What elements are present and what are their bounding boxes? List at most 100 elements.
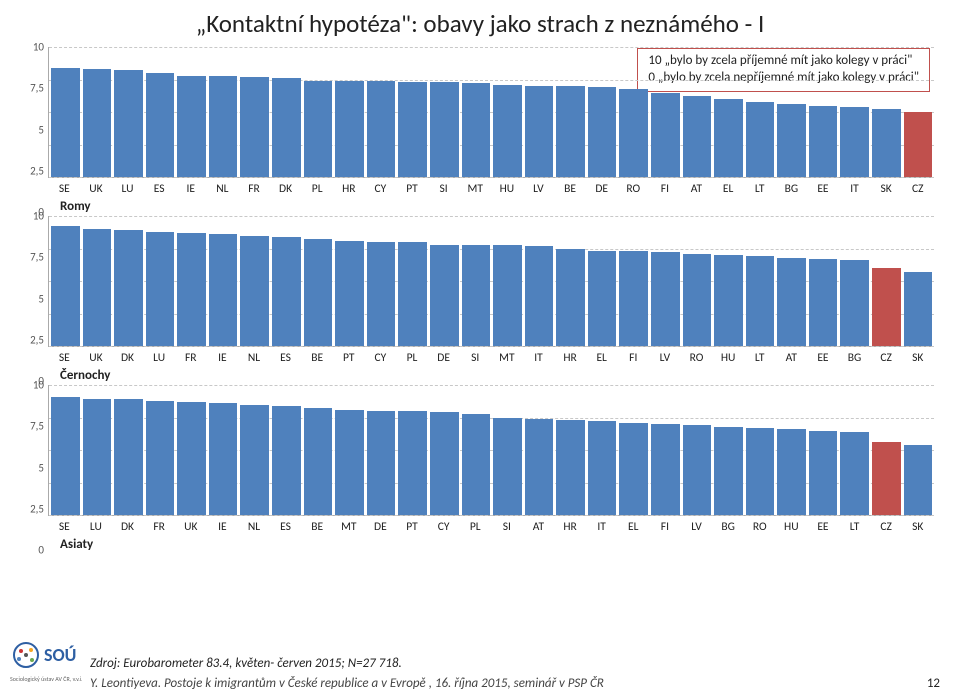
slide: „Kontaktní hypotéza": obavy jako strach …: [0, 0, 960, 697]
x-axis-label-NL: NL: [240, 351, 269, 371]
y-axis-label: 2,5: [20, 164, 44, 177]
x-axis-label-HU: HU: [714, 351, 743, 371]
x-axis-label-CY: CY: [366, 182, 395, 202]
bar-chart-asiaty: 02,557,510SELUDKFRUKIENLESBEMTDEPTCYPLSI…: [20, 379, 940, 544]
bars-row: [49, 216, 934, 346]
bar-FR: [177, 233, 206, 346]
bar-BG: [714, 427, 743, 515]
bar-CZ: [904, 112, 933, 177]
sou-logo: SOÚ Sociologický ústav AV ČR, v.v.i.: [10, 641, 82, 693]
y-axis-label: 7,5: [20, 420, 44, 433]
bar-chart-romy: 02,557,510SEUKLUESIENLFRDKPLHRCYPTSIMTHU…: [20, 41, 940, 206]
x-axis-label-DK: DK: [113, 351, 142, 371]
x-axis-label-IT: IT: [587, 520, 616, 540]
page-number: 12: [927, 676, 940, 691]
bar-AT: [777, 258, 806, 346]
x-axis-label-DK: DK: [113, 520, 142, 540]
x-axis-label-BE: BE: [556, 182, 585, 202]
bar-DK: [114, 399, 143, 515]
bar-CY: [367, 81, 396, 177]
y-axis-label: 5: [20, 292, 44, 305]
bar-SI: [493, 418, 522, 516]
x-axis-label-LV: LV: [682, 520, 711, 540]
bar-HR: [556, 420, 585, 515]
bar-DE: [367, 411, 396, 515]
bar-EL: [619, 423, 648, 515]
bar-HU: [714, 255, 743, 346]
x-axis-label-IT: IT: [840, 182, 869, 202]
bar-NL: [209, 76, 238, 177]
bar-FR: [240, 77, 269, 177]
bar-DE: [430, 245, 459, 346]
y-axis-label: 2,5: [20, 333, 44, 346]
x-axis-label-CZ: CZ: [872, 520, 901, 540]
x-axis-label-IT: IT: [524, 351, 553, 371]
bar-LU: [146, 232, 175, 346]
x-axis-label-FR: FR: [176, 351, 205, 371]
chart-plot: [48, 216, 934, 347]
x-axis-label-DE: DE: [429, 351, 458, 371]
bar-SI: [462, 245, 491, 346]
x-axis-label-RO: RO: [745, 520, 774, 540]
x-axis-label-LV: LV: [524, 182, 553, 202]
x-axis-label-PL: PL: [461, 520, 490, 540]
bar-PT: [398, 82, 427, 177]
bar-EE: [809, 259, 838, 346]
x-axis-label-PT: PT: [398, 520, 427, 540]
y-axis-label: 10: [20, 210, 44, 223]
x-axis-label-PT: PT: [398, 182, 427, 202]
x-axis-label-UK: UK: [176, 520, 205, 540]
bar-BE: [304, 239, 333, 346]
x-axis-label-FI: FI: [651, 520, 680, 540]
bar-HR: [335, 81, 364, 177]
bar-LT: [840, 432, 869, 515]
x-axis-label-IE: IE: [208, 351, 237, 371]
y-axis-label: 2,5: [20, 502, 44, 515]
charts-container: 02,557,510SEUKLUESIENLFRDKPLHRCYPTSIMTHU…: [20, 41, 940, 544]
x-axis-label-AT: AT: [777, 351, 806, 371]
bar-AT: [525, 419, 554, 515]
bar-PT: [398, 411, 427, 515]
bar-PL: [304, 81, 333, 177]
x-axis-label-HR: HR: [556, 351, 585, 371]
svg-text:SOÚ: SOÚ: [44, 644, 76, 666]
x-axis-label-EE: EE: [809, 520, 838, 540]
x-axis-label-ES: ES: [271, 351, 300, 371]
x-axis-label-BE: BE: [303, 351, 332, 371]
bar-EE: [809, 431, 838, 516]
bar-LT: [746, 256, 775, 346]
x-axis-label-PL: PL: [303, 182, 332, 202]
x-axis-label-CY: CY: [366, 351, 395, 371]
x-axis-label-HU: HU: [777, 520, 806, 540]
x-axis: SEUKDKLUFRIENLESBEPTCYPLDESIMTITHRELFILV…: [48, 351, 934, 371]
y-axis-label: 7,5: [20, 82, 44, 95]
bar-ES: [272, 237, 301, 346]
x-axis-label-NL: NL: [240, 520, 269, 540]
bars-row: [49, 385, 934, 515]
bar-RO: [619, 89, 648, 177]
bar-SK: [904, 445, 933, 515]
x-axis-label-IE: IE: [208, 520, 237, 540]
x-axis-label-SI: SI: [429, 182, 458, 202]
bar-UK: [83, 229, 112, 346]
bar-SK: [904, 272, 933, 346]
x-axis-label-LV: LV: [651, 351, 680, 371]
x-axis-label-BG: BG: [840, 351, 869, 371]
bar-LV: [651, 252, 680, 346]
bar-chart-černochy: 02,557,510SEUKDKLUFRIENLESBEPTCYPLDESIMT…: [20, 210, 940, 375]
x-axis-label-LU: LU: [145, 351, 174, 371]
bar-CZ: [872, 442, 901, 515]
bar-BE: [304, 408, 333, 515]
x-axis-label-ES: ES: [145, 182, 174, 202]
bar-SE: [51, 397, 80, 515]
y-axis-label: 10: [20, 41, 44, 54]
bar-MT: [462, 83, 491, 177]
bar-IT: [525, 246, 554, 346]
x-axis-label-SI: SI: [461, 351, 490, 371]
bar-LV: [683, 425, 712, 515]
x-axis-label-NL: NL: [208, 182, 237, 202]
bar-NL: [240, 236, 269, 347]
x-axis-label-PL: PL: [398, 351, 427, 371]
bar-IE: [209, 234, 238, 346]
bar-EL: [714, 99, 743, 177]
